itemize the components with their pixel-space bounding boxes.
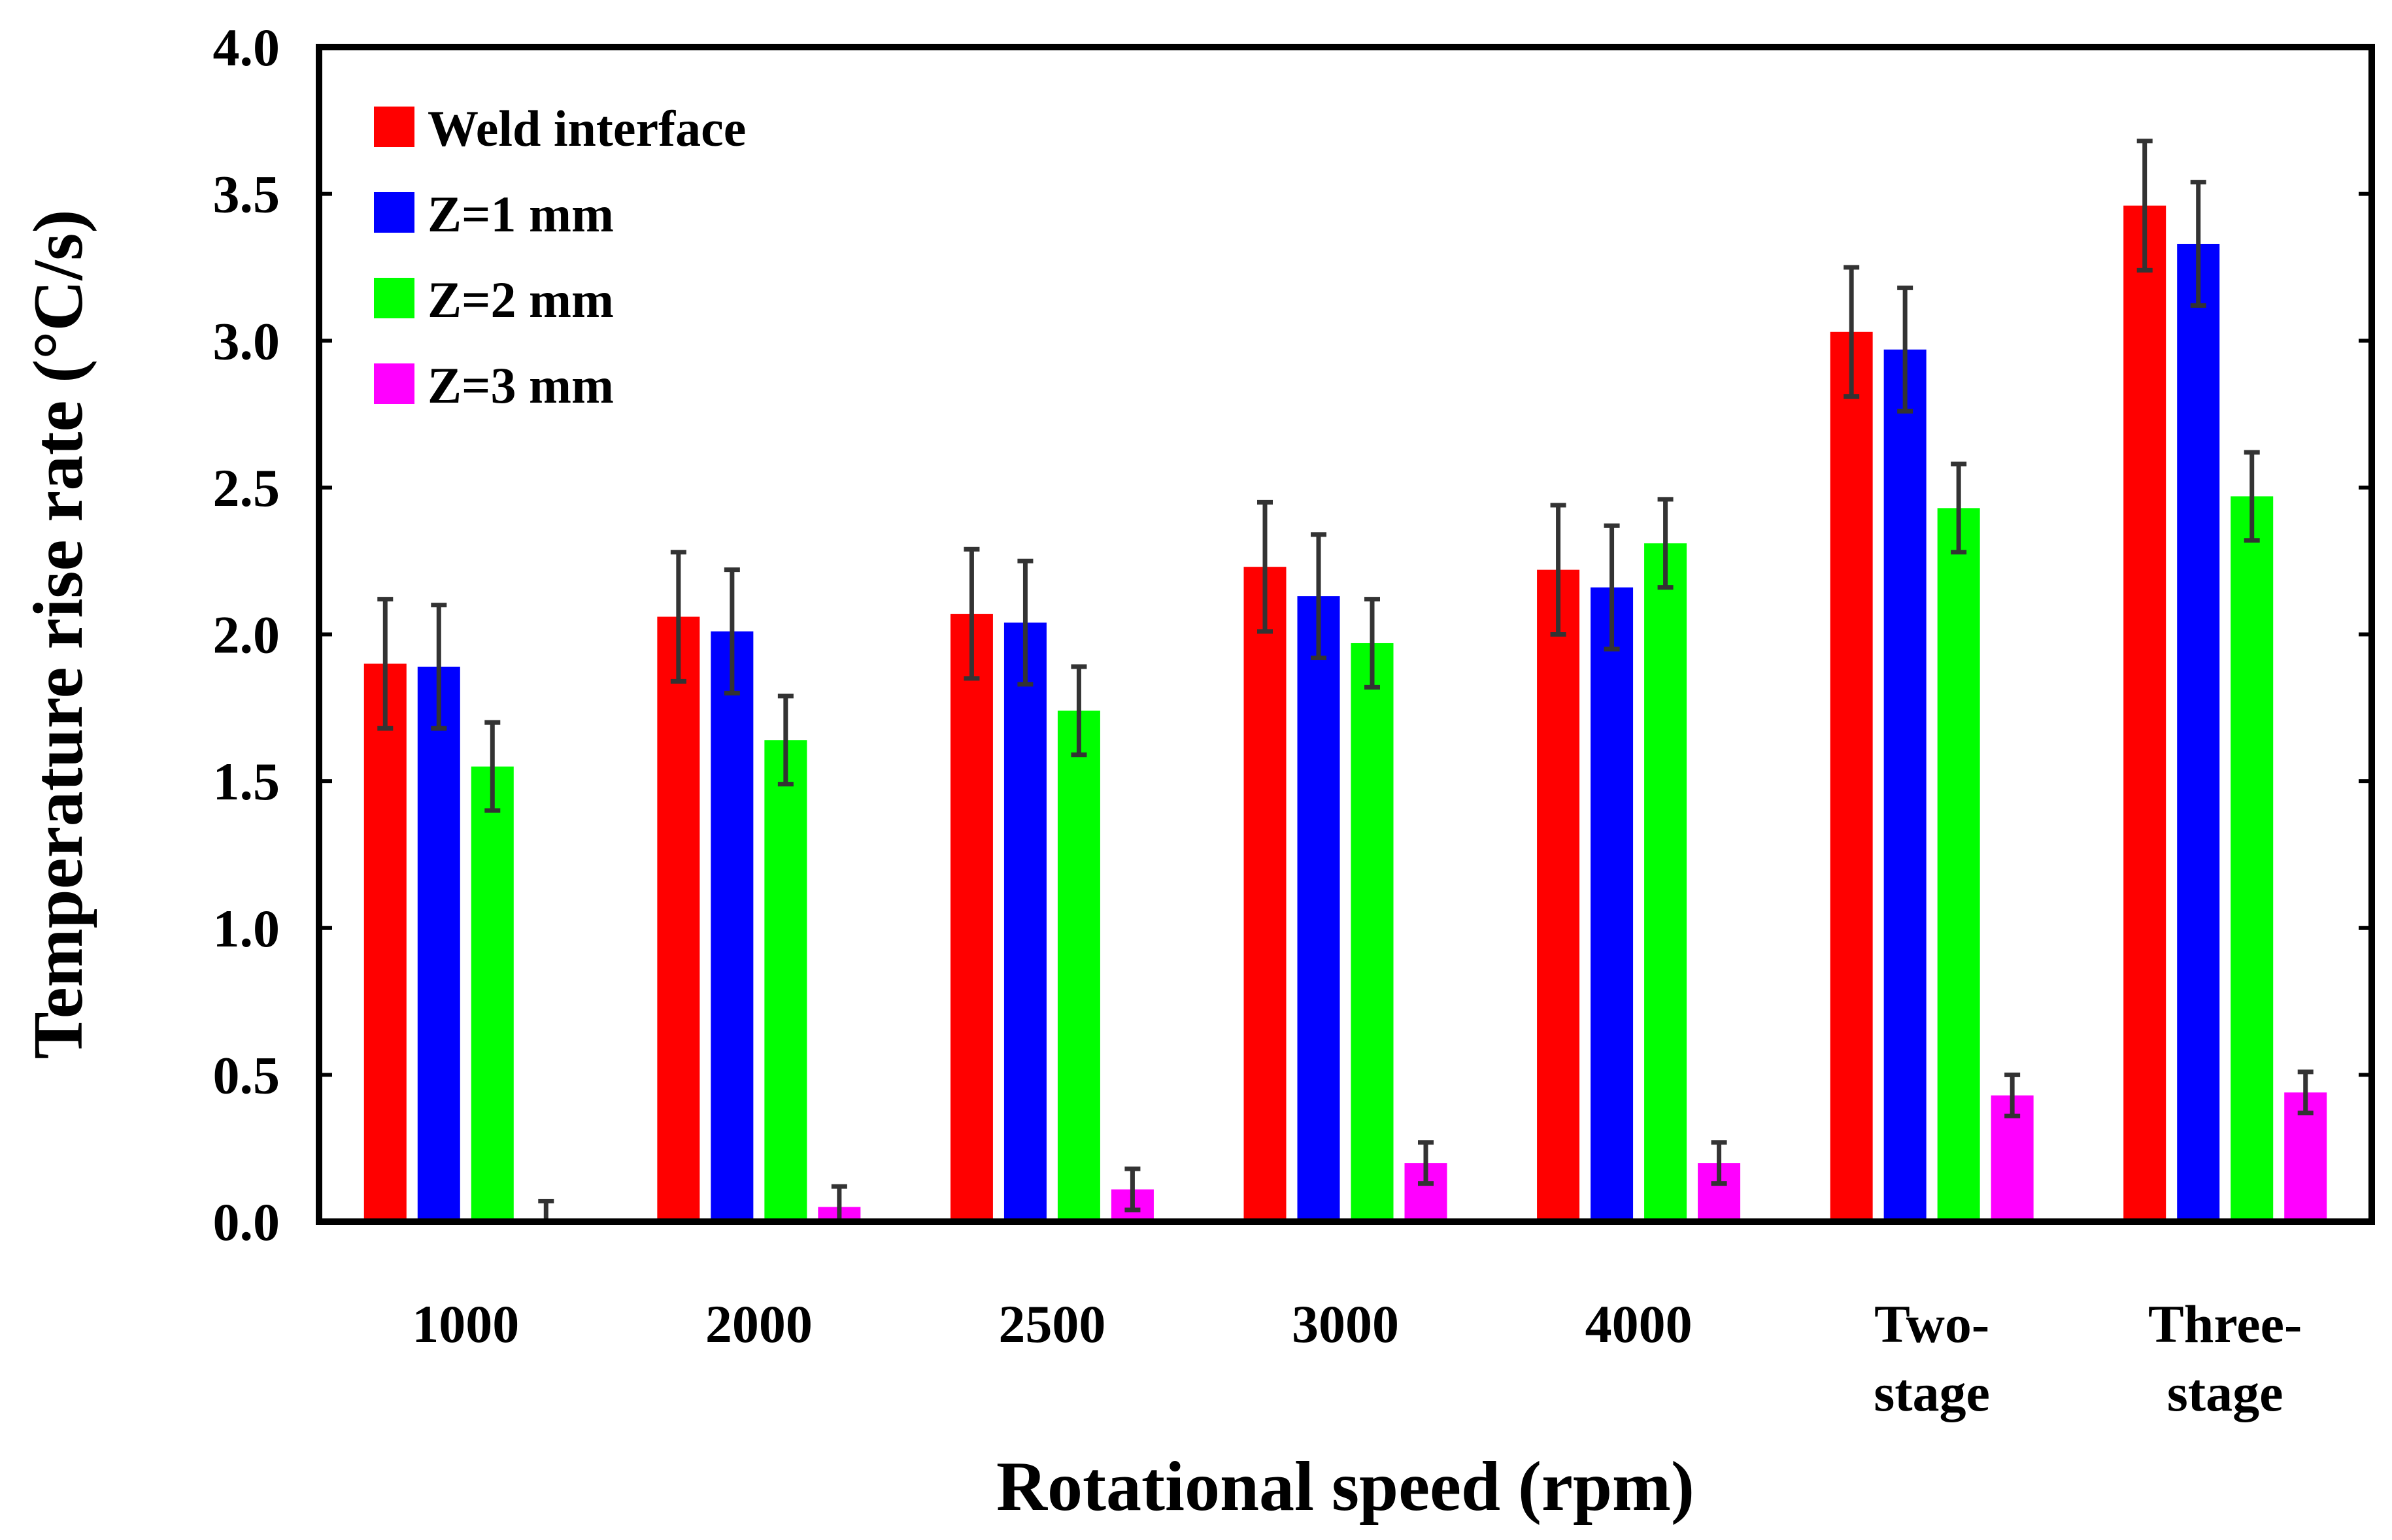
x-tick-label-6: Two-stage — [1874, 1294, 1990, 1422]
bar-1-6 — [1830, 331, 1873, 1222]
error-bar-2-2 — [724, 567, 740, 695]
legend-swatch-4 — [374, 363, 414, 404]
x-tick-label-1: 1000 — [412, 1294, 519, 1354]
y-tick-label-1: 0.0 — [213, 1192, 280, 1252]
error-bar-2-3 — [1017, 558, 1034, 687]
legend-label-1: Weld interface — [428, 100, 746, 157]
legend-label-4: Z=3 mm — [428, 357, 614, 414]
x-axis-title: Rotational speed (rpm) — [996, 1448, 1694, 1526]
y-tick-label-8: 3.5 — [213, 165, 280, 224]
y-axis-ticks: 0.0 0.5 1.0 1.5 2.0 2.5 3.0 3.5 4.0 — [213, 18, 2372, 1252]
x-tick-label-line: 4000 — [1585, 1294, 1693, 1354]
legend-swatch-2 — [374, 192, 414, 233]
legend-label-2: Z=1 mm — [428, 186, 614, 243]
error-bar-3-2 — [777, 694, 794, 787]
bar-2-7 — [2177, 243, 2220, 1222]
bar-1-1 — [363, 663, 407, 1222]
error-bar-1-1 — [377, 597, 394, 731]
x-tick-label-line: 2000 — [705, 1294, 813, 1354]
x-tick-label-5: 4000 — [1585, 1294, 1693, 1354]
x-tick-label-line: 3000 — [1292, 1294, 1399, 1354]
error-bar-1-3 — [964, 546, 980, 681]
bar-3-4 — [1351, 643, 1394, 1222]
bar-1-5 — [1537, 569, 1580, 1222]
bar-3-5 — [1644, 543, 1687, 1222]
error-bar-1-5 — [1550, 503, 1566, 637]
bar-1-4 — [1243, 567, 1287, 1222]
error-bar-2-5 — [1604, 523, 1620, 652]
error-bar-4-6 — [2004, 1072, 2021, 1118]
x-tick-label-line: Two- — [1874, 1294, 1989, 1354]
error-bar-2-1 — [431, 603, 447, 731]
bar-3-2 — [764, 740, 807, 1222]
error-bar-1-7 — [2136, 139, 2153, 273]
error-bar-4-4 — [1418, 1140, 1434, 1186]
error-bar-1-4 — [1257, 499, 1273, 634]
bar-2-5 — [1591, 587, 1634, 1222]
error-bar-3-5 — [1657, 497, 1674, 590]
bar-3-6 — [1937, 508, 1980, 1222]
x-tick-label-2: 2000 — [705, 1294, 813, 1354]
y-tick-label-5: 2.0 — [213, 605, 280, 665]
bar-2-3 — [1003, 622, 1047, 1222]
plot-frame — [316, 44, 2375, 1225]
legend-label-3: Z=2 mm — [428, 271, 614, 328]
y-tick-label-3: 1.0 — [213, 899, 280, 958]
legend-swatch-3 — [374, 278, 414, 318]
bar-1-2 — [657, 616, 700, 1222]
legend-swatch-1 — [374, 107, 414, 147]
error-bar-2-4 — [1311, 532, 1326, 660]
bar-1-3 — [950, 614, 993, 1222]
x-tick-label-line: stage — [2167, 1363, 2283, 1422]
error-bar-1-6 — [1844, 265, 1860, 399]
error-bar-4-3 — [1124, 1166, 1141, 1213]
bar-2-2 — [711, 631, 754, 1222]
bar-2-4 — [1297, 596, 1340, 1222]
y-tick-label-9: 4.0 — [213, 18, 280, 77]
x-tick-label-line: stage — [1874, 1363, 1990, 1422]
bar-2-1 — [417, 666, 460, 1222]
error-bar-1-2 — [670, 550, 686, 684]
error-bar-4-1 — [538, 1199, 554, 1222]
bar-1-7 — [2123, 205, 2166, 1222]
error-bar-2-6 — [1897, 285, 1913, 414]
error-bar-3-6 — [1951, 461, 1967, 555]
error-bar-4-7 — [2297, 1069, 2314, 1116]
bars-layer — [363, 205, 2327, 1222]
y-tick-label-2: 0.5 — [213, 1045, 280, 1105]
error-bar-4-5 — [1711, 1140, 1727, 1186]
y-tick-label-4: 1.5 — [213, 752, 280, 811]
bar-3-3 — [1057, 711, 1100, 1222]
legend: Weld interface Z=1 mm Z=2 mm Z=3 mm — [374, 100, 746, 414]
x-tick-label-line: 1000 — [412, 1294, 519, 1354]
x-tick-label-line: 2500 — [998, 1294, 1105, 1354]
error-bar-4-2 — [831, 1184, 847, 1222]
y-tick-label-6: 2.5 — [213, 458, 280, 518]
y-tick-label-7: 3.0 — [213, 311, 280, 371]
error-bar-2-7 — [2190, 180, 2206, 308]
error-bar-3-4 — [1364, 597, 1380, 690]
error-bar-3-7 — [2244, 450, 2260, 543]
bar-3-7 — [2231, 496, 2274, 1222]
x-tick-label-3: 2500 — [998, 1294, 1105, 1354]
error-bar-3-1 — [484, 720, 501, 813]
error-bar-3-3 — [1071, 664, 1087, 758]
x-tick-label-line: Three- — [2148, 1294, 2302, 1354]
bar-3-1 — [471, 766, 514, 1222]
y-axis-title: Temperature rise rate (°C/s) — [20, 210, 97, 1060]
x-tick-label-7: Three-stage — [2148, 1294, 2302, 1422]
x-tick-label-4: 3000 — [1292, 1294, 1399, 1354]
error-bars-layer — [377, 139, 2314, 1222]
bar-2-6 — [1883, 349, 1927, 1222]
